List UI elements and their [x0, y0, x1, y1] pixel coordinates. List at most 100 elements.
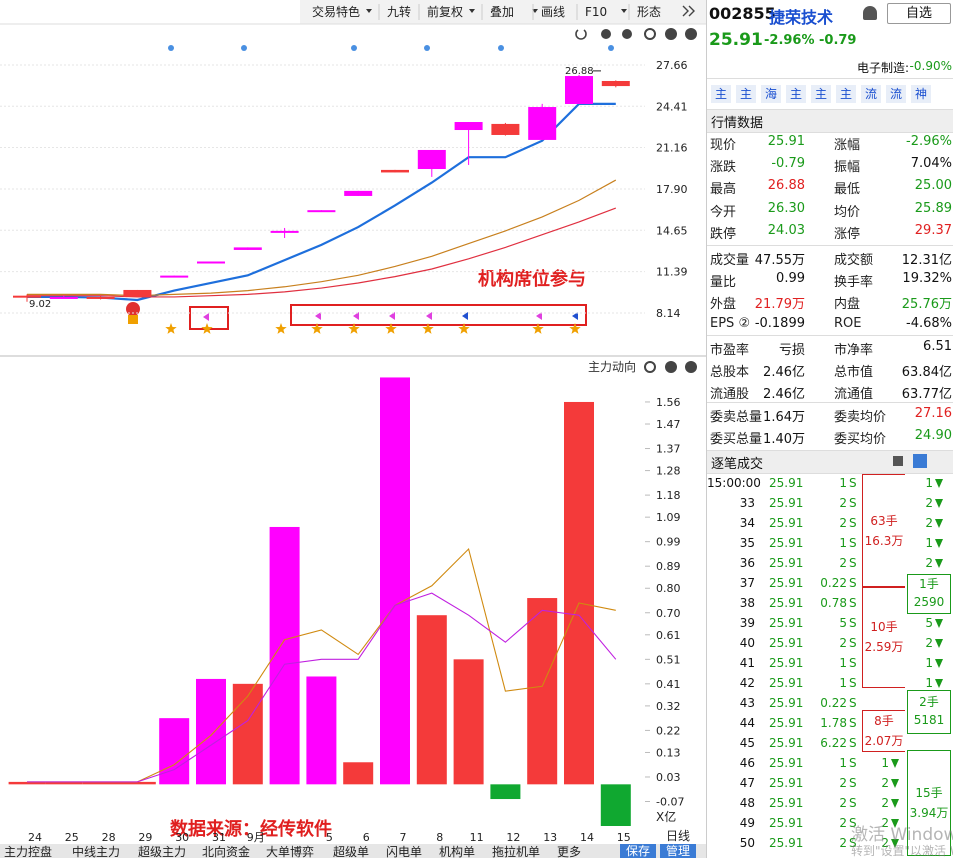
field-label: 振幅	[834, 160, 861, 176]
indicator-button[interactable]: 主	[836, 85, 856, 103]
trade-side: S	[849, 516, 857, 530]
trade-side: S	[849, 776, 857, 790]
field-label: 总股本	[710, 365, 750, 381]
event-dot	[498, 45, 504, 51]
toolbar-item[interactable]: 交易特色	[312, 4, 360, 19]
down-arrow	[935, 499, 943, 508]
trade-price: 25.91	[769, 616, 804, 630]
settings-icon[interactable]	[644, 28, 656, 40]
indicator-button[interactable]: 主	[786, 85, 806, 103]
close-icon[interactable]	[685, 361, 697, 373]
watch-button[interactable]: 自选	[887, 3, 951, 24]
down-arrow	[891, 839, 899, 848]
field-value: 26.88	[767, 178, 805, 194]
close-icon[interactable]	[685, 28, 697, 40]
flow-bar	[600, 784, 631, 826]
trade-volume: 1	[839, 756, 847, 770]
trade-volume: 2	[839, 636, 847, 650]
indicator-button[interactable]: 主	[736, 85, 756, 103]
bell-icon[interactable]	[863, 6, 877, 20]
zoom-in-icon[interactable]	[601, 29, 611, 39]
tab[interactable]: 超级主力	[138, 845, 187, 858]
tab[interactable]: 机构单	[439, 845, 476, 858]
trade-price: 25.91	[769, 796, 804, 810]
volume-icon[interactable]	[913, 454, 927, 468]
y-tick-label: 17.90	[656, 183, 688, 196]
tab[interactable]: 主力控盘	[4, 845, 53, 858]
indicator-button[interactable]: 流	[886, 85, 906, 103]
expand-icon[interactable]	[682, 5, 695, 17]
field-label: 跌停	[710, 226, 737, 242]
y-tick-label: 24.41	[656, 100, 688, 113]
trade-count: 1	[925, 536, 933, 550]
trade-side: S	[849, 636, 857, 650]
tab[interactable]: 北向资金	[202, 845, 251, 858]
help-icon[interactable]	[665, 28, 677, 40]
flow-bar	[453, 659, 484, 785]
field-value: 25.91	[767, 134, 805, 149]
tab[interactable]: 闪电单	[386, 845, 423, 858]
candle-body	[160, 275, 189, 278]
tab[interactable]: 超级单	[333, 845, 370, 858]
field-label: 最高	[710, 182, 737, 198]
indicator-button[interactable]: 神	[911, 85, 931, 103]
y-tick-label: 27.66	[656, 59, 688, 72]
flow-bar	[232, 683, 263, 785]
field-value: 19.32%	[902, 271, 952, 287]
star	[348, 323, 360, 334]
tab[interactable]: 大单博弈	[266, 845, 315, 858]
help-icon[interactable]	[665, 361, 677, 373]
x-tick-label: 14	[580, 831, 594, 844]
trade-side: S	[849, 716, 857, 730]
field-label: 最低	[834, 182, 861, 198]
tab[interactable]: 拖拉机单	[492, 845, 541, 858]
tab[interactable]: 中线主力	[72, 845, 121, 858]
tab-button[interactable]: 管理	[660, 844, 696, 858]
trade-count: 5	[925, 616, 933, 630]
trade-price: 25.91	[769, 576, 804, 590]
flow-bar	[82, 781, 119, 785]
toolbar-item[interactable]: 九转	[387, 4, 411, 19]
settings-icon[interactable]	[644, 361, 656, 373]
stock-code: 002855	[709, 4, 776, 23]
event-dot	[424, 45, 430, 51]
flow-bar	[564, 401, 594, 785]
indicator-button[interactable]: 主	[711, 85, 731, 103]
toolbar-item[interactable]: 画线	[541, 5, 565, 19]
trade-volume: 1.78	[820, 716, 847, 730]
y-tick-label: 0.13	[656, 746, 681, 759]
refresh-icon[interactable]	[575, 29, 587, 40]
trade-volume: 1	[839, 476, 847, 490]
toolbar-item[interactable]: 形态	[637, 5, 661, 19]
trade-block-text: 16.3万	[864, 534, 904, 548]
field-label: 市净率	[834, 343, 874, 358]
toolbar-item[interactable]: 叠加	[490, 5, 514, 19]
toolbar-item[interactable]: 前复权	[427, 4, 463, 19]
trade-time: 48	[739, 796, 755, 810]
trade-volume: 2	[839, 516, 847, 530]
moving-average	[27, 102, 616, 302]
candle-body	[49, 296, 78, 299]
flow-bar	[8, 781, 46, 785]
section-title: 逐笔成交	[711, 457, 764, 472]
toolbar-item[interactable]: F10	[585, 5, 607, 19]
trade-price: 25.91	[769, 756, 804, 770]
tab-button[interactable]: 保存	[620, 844, 656, 858]
lock-icon[interactable]	[893, 456, 903, 466]
tab[interactable]: 更多	[557, 845, 582, 858]
signal-box	[290, 304, 587, 326]
trade-side: S	[849, 556, 857, 570]
trade-count: 1	[925, 476, 933, 490]
indicator-button[interactable]: 流	[861, 85, 881, 103]
candle-body	[123, 289, 152, 297]
indicator-button[interactable]: 海	[761, 85, 781, 103]
watermark: 激活 Windows	[851, 825, 953, 845]
indicator-button[interactable]: 主	[811, 85, 831, 103]
down-arrow	[891, 799, 899, 808]
x-tick-label: 9月	[247, 831, 265, 844]
divider	[707, 402, 953, 403]
trade-block-text: 2手	[919, 695, 939, 709]
field-label: 量比	[710, 275, 737, 291]
sector-label: 电子制造:	[857, 61, 910, 75]
zoom-out-icon[interactable]	[622, 29, 632, 39]
